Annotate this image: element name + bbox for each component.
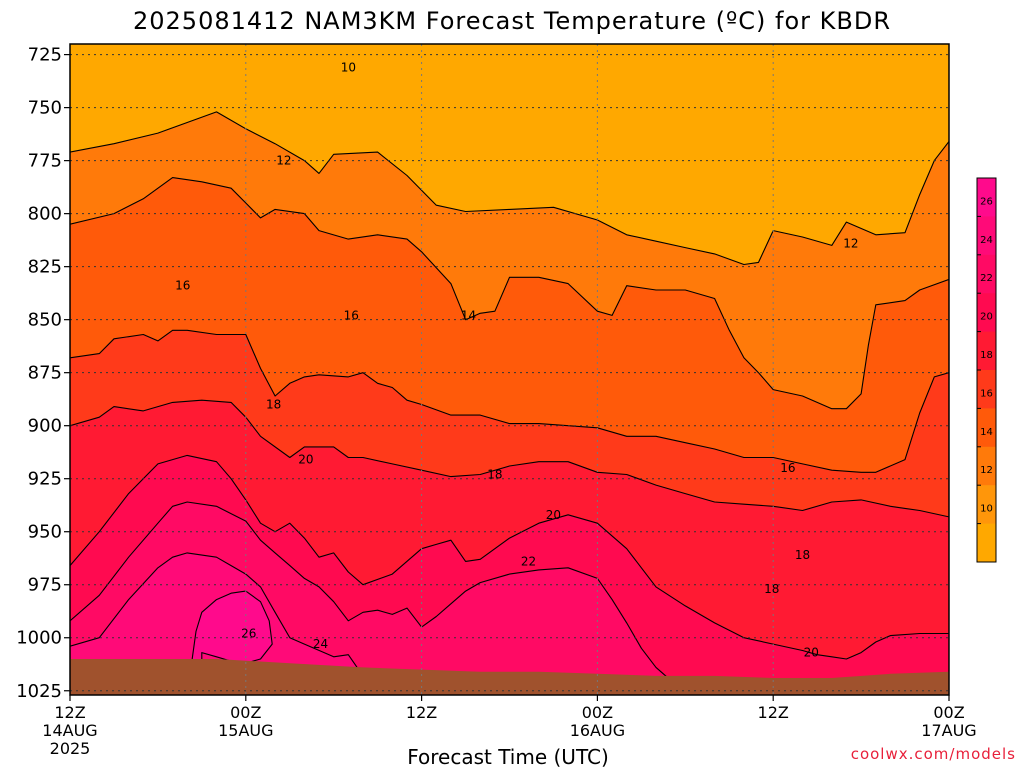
- contour-label: 22: [521, 554, 536, 568]
- contour-label: 12: [843, 236, 858, 250]
- contour-label: 20: [298, 453, 313, 467]
- colorbar-segment: [977, 254, 996, 294]
- colorbar-label: 10: [980, 504, 993, 515]
- y-tick-label: 775: [28, 151, 62, 172]
- contour-label: 10: [341, 60, 356, 74]
- y-tick-label: 925: [28, 469, 62, 490]
- colorbar-label: 14: [980, 427, 993, 438]
- colorbar-label: 26: [980, 196, 993, 207]
- y-tick-label: 950: [28, 522, 62, 543]
- contour-label: 14: [461, 308, 476, 322]
- colorbar-segment: [977, 216, 996, 256]
- contour-label: 16: [175, 279, 190, 293]
- x-tick-label: 00Z: [933, 703, 964, 722]
- colorbar-segment: [977, 485, 996, 525]
- colorbar-segment: [977, 446, 996, 486]
- colorbar-label: 24: [980, 235, 993, 246]
- contour-label: 24: [313, 637, 328, 651]
- colorbar-segment: [977, 293, 996, 333]
- credit-text: coolwx.com/models: [851, 745, 1016, 763]
- y-tick-label: 875: [28, 363, 62, 384]
- contour-label: 16: [344, 308, 359, 322]
- y-tick-label: 800: [28, 204, 62, 225]
- temperature-band-26: [70, 590, 949, 695]
- chart-title: 2025081412 NAM3KM Forecast Temperature (…: [133, 7, 891, 35]
- colorbar-segment: [977, 370, 996, 409]
- x-axis-label: Forecast Time (UTC): [407, 745, 609, 768]
- contour-label: 18: [487, 467, 502, 481]
- contour-label: 20: [804, 646, 819, 660]
- contour-label: 18: [795, 548, 810, 562]
- x-tick-label: 14AUG: [42, 721, 97, 740]
- contour-label: 12: [276, 154, 291, 168]
- x-tick-label: 00Z: [582, 703, 613, 722]
- colorbar-segment: [977, 523, 996, 563]
- y-tick-label: 850: [28, 310, 62, 331]
- y-tick-label: 825: [28, 257, 62, 278]
- y-tick-label: 750: [28, 98, 62, 119]
- x-tick-label: 15AUG: [218, 721, 273, 740]
- contour-label: 18: [764, 582, 779, 596]
- y-tick-label: 1025: [16, 681, 62, 702]
- colorbar-label: 20: [980, 312, 993, 323]
- y-tick-label: 900: [28, 416, 62, 437]
- contour-label: 16: [780, 461, 795, 475]
- colorbar-label: 22: [980, 273, 993, 284]
- x-tick-label: 2025: [50, 739, 91, 758]
- colorbar-segment: [977, 408, 996, 448]
- x-tick-label: 12Z: [54, 703, 85, 722]
- contour-label: 20: [546, 508, 561, 522]
- x-tick-label: 12Z: [406, 703, 437, 722]
- colorbar-label: 12: [980, 465, 993, 476]
- colorbar-segment: [977, 178, 996, 217]
- x-tick-label: 12Z: [758, 703, 789, 722]
- plot-frame: [69, 43, 950, 696]
- ground-surface: [70, 659, 949, 695]
- x-tick-label: 17AUG: [921, 721, 976, 740]
- colorbar-label: 18: [980, 350, 993, 361]
- colorbar-label: 16: [980, 388, 993, 399]
- colorbar-segment: [977, 331, 996, 371]
- contour-label: 26: [241, 627, 256, 641]
- x-tick-label: 00Z: [230, 703, 261, 722]
- y-tick-label: 725: [28, 45, 62, 66]
- y-tick-label: 975: [28, 575, 62, 596]
- y-tick-label: 1000: [16, 628, 62, 649]
- x-tick-label: 16AUG: [570, 721, 625, 740]
- contour-label: 18: [266, 397, 281, 411]
